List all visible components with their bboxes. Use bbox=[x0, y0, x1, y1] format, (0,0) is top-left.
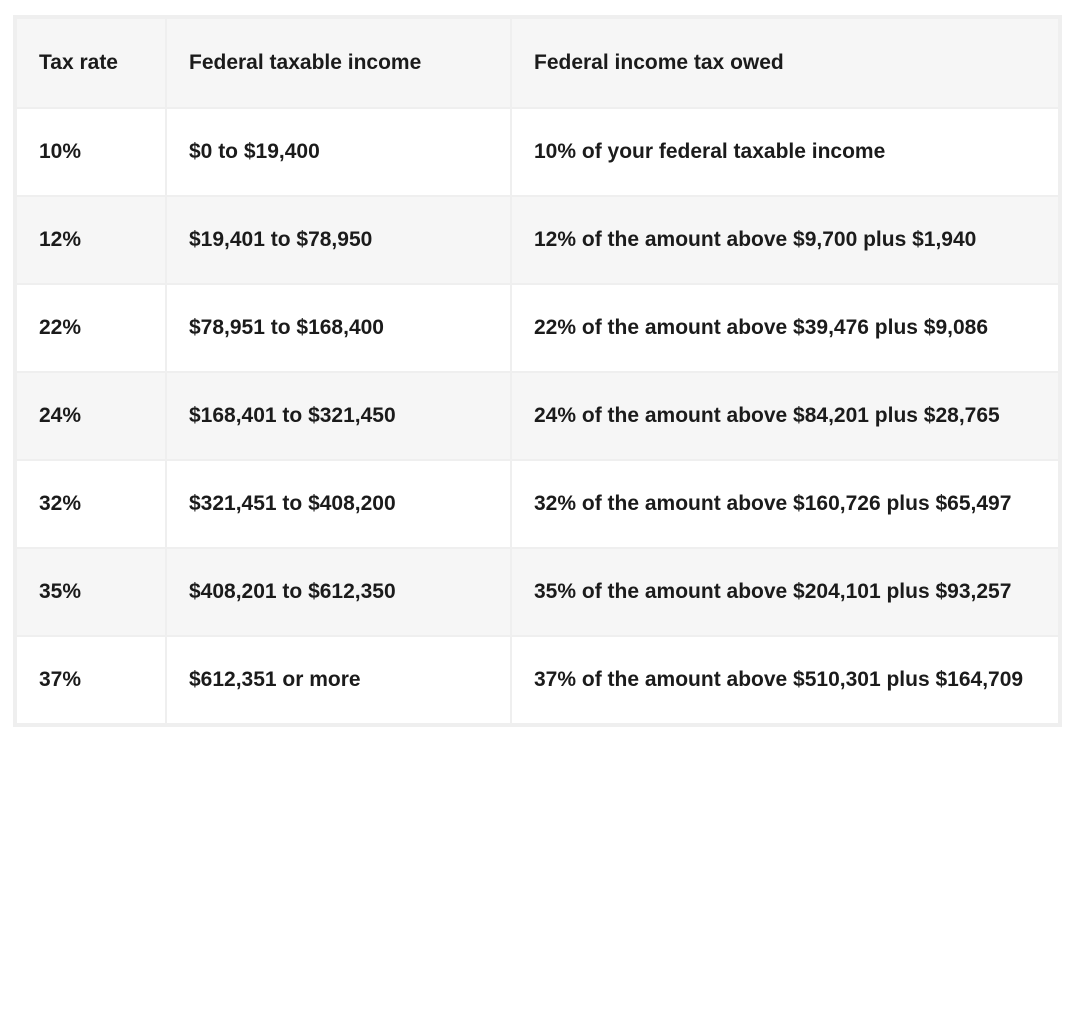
tax-rate-cell: 12% bbox=[17, 197, 165, 283]
table-row: 32% $321,451 to $408,200 32% of the amount… bbox=[17, 461, 1058, 547]
income-range-cell: $612,351 or more bbox=[167, 637, 510, 723]
tax-bracket-table: Tax rate Federal taxable income Federal … bbox=[13, 15, 1062, 727]
table-row: 35% $408,201 to $612,350 35% of the amount… bbox=[17, 549, 1058, 635]
tax-rate-cell: 32% bbox=[17, 461, 165, 547]
tax-owed-cell: 10% of your federal taxable income bbox=[512, 109, 1058, 195]
tax-owed-cell: 12% of the amount above $9,700 plus $1,9… bbox=[512, 197, 1058, 283]
tax-rate-cell: 22% bbox=[17, 285, 165, 371]
tax-owed-cell: 35% of the amount above $204,101 plus $9… bbox=[512, 549, 1058, 635]
table-row: 37% $612,351 or more 37% of the amount abo… bbox=[17, 637, 1058, 723]
tax-rate-cell: 37% bbox=[17, 637, 165, 723]
column-header-tax-owed: Federal income tax owed bbox=[512, 19, 1058, 107]
table-row: 24% $168,401 to $321,450 24% of the amount… bbox=[17, 373, 1058, 459]
column-header-taxable-income: Federal taxable income bbox=[167, 19, 510, 107]
tax-rate-cell: 24% bbox=[17, 373, 165, 459]
table-row: 10% $0 to $19,400 10% of your federal taxa… bbox=[17, 109, 1058, 195]
table-row: 22% $78,951 to $168,400 22% of the amount … bbox=[17, 285, 1058, 371]
tax-owed-cell: 22% of the amount above $39,476 plus $9,… bbox=[512, 285, 1058, 371]
income-range-cell: $78,951 to $168,400 bbox=[167, 285, 510, 371]
table-body: 10% $0 to $19,400 10% of your federal taxa… bbox=[17, 109, 1058, 723]
column-header-tax-rate: Tax rate bbox=[17, 19, 165, 107]
tax-rate-cell: 35% bbox=[17, 549, 165, 635]
income-range-cell: $19,401 to $78,950 bbox=[167, 197, 510, 283]
tax-owed-cell: 37% of the amount above $510,301 plus $1… bbox=[512, 637, 1058, 723]
income-range-cell: $408,201 to $612,350 bbox=[167, 549, 510, 635]
tax-rate-cell: 10% bbox=[17, 109, 165, 195]
income-range-cell: $168,401 to $321,450 bbox=[167, 373, 510, 459]
header-row: Tax rate Federal taxable income Federal … bbox=[17, 19, 1058, 107]
income-range-cell: $321,451 to $408,200 bbox=[167, 461, 510, 547]
tax-owed-cell: 24% of the amount above $84,201 plus $28… bbox=[512, 373, 1058, 459]
table-header: Tax rate Federal taxable income Federal … bbox=[17, 19, 1058, 107]
tax-owed-cell: 32% of the amount above $160,726 plus $6… bbox=[512, 461, 1058, 547]
income-range-cell: $0 to $19,400 bbox=[167, 109, 510, 195]
table-row: 12% $19,401 to $78,950 12% of the amount a… bbox=[17, 197, 1058, 283]
